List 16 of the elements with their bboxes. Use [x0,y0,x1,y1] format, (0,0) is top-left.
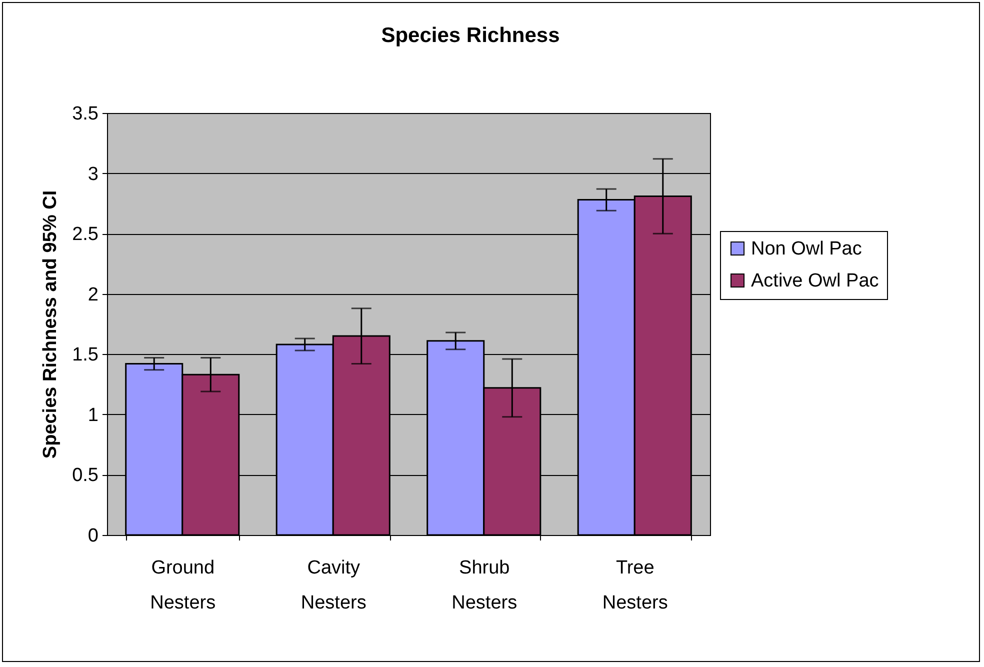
legend-label: Active Owl Pac [751,270,879,292]
x-tick-label: Cavity Nesters [300,558,366,614]
y-tick-label: 1 [88,404,98,426]
legend-label: Non Owl Pac [751,238,862,260]
y-tick-label: 3 [88,164,98,185]
y-tick-label: 2 [88,284,98,306]
x-tick-label: Shrub Nesters [452,558,518,614]
x-tick-label: Tree Nesters [602,558,668,614]
y-tick-label: 1.5 [72,344,98,366]
y-tick-label: 3.5 [72,104,98,124]
y-tick-label: 0.5 [72,465,98,486]
chart-title: Species Richness [381,24,560,47]
y-tick-label: 0 [88,526,98,546]
x-tick-label: Ground Nesters [150,558,216,614]
y-axis-title: Species Richness and 95% CI [40,190,62,459]
y-tick-label: 2.5 [72,224,98,246]
